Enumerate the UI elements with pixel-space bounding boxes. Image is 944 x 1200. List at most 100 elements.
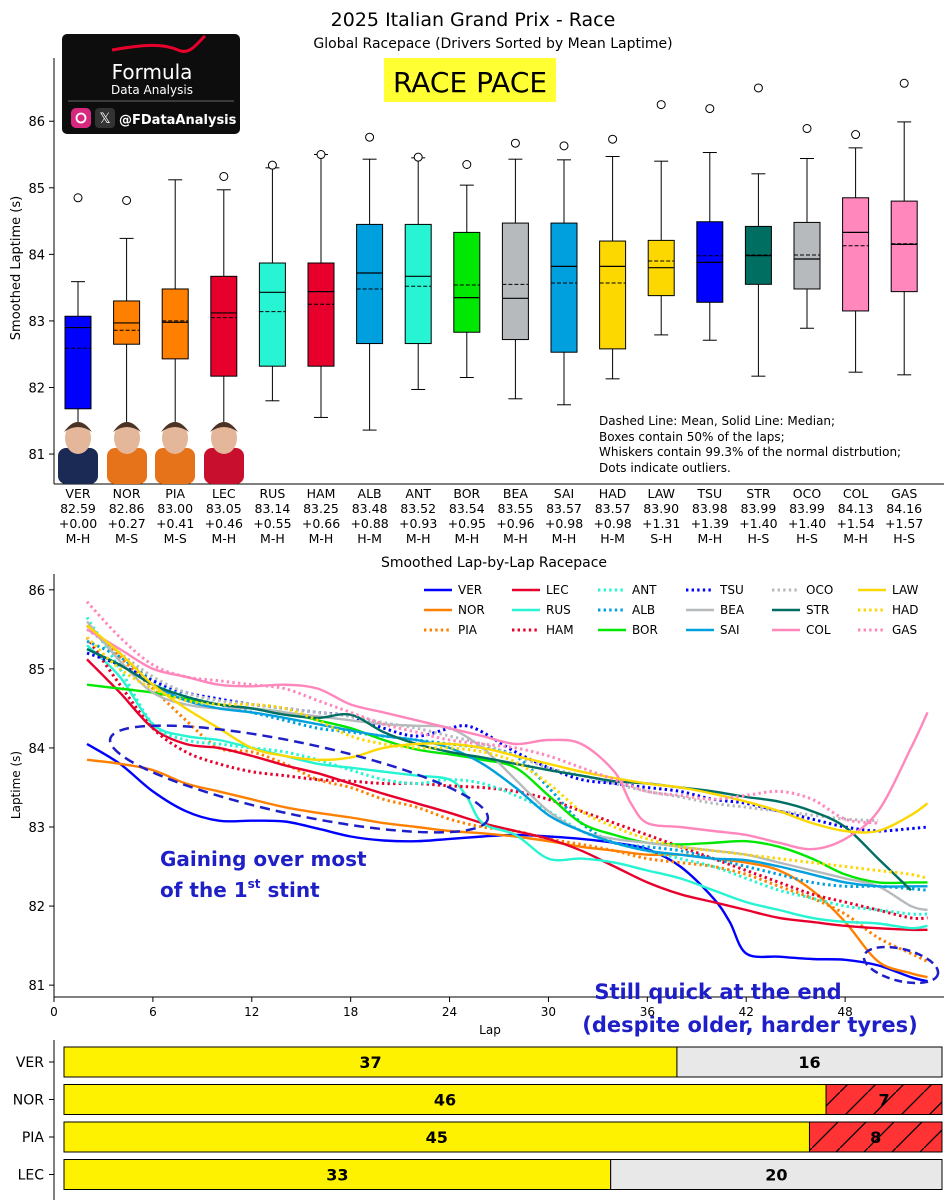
- race-pace-badge-bg: [384, 58, 556, 102]
- box-outlier: [267, 160, 277, 170]
- note-line-3: Whiskers contain 99.3% of the normal dis…: [599, 445, 901, 459]
- series-line-nor: [86, 758, 928, 979]
- driver-label-code: BEA: [503, 486, 528, 501]
- stint-bar-hard: [676, 1046, 943, 1078]
- stint-laps-label: 37: [359, 1053, 381, 1072]
- driver-label-mean: 83.98: [692, 501, 728, 516]
- driver-label-gap: +1.40: [739, 516, 777, 531]
- portrait-body: [107, 448, 147, 484]
- annotation-ellipse-end: [862, 945, 940, 985]
- line-x-tick-label: 0: [50, 1005, 58, 1019]
- driver-label-gap: +0.88: [350, 516, 388, 531]
- box-nor: [113, 195, 141, 440]
- legend-label-bor: BOR: [632, 623, 658, 637]
- stint-laps-label: 7: [878, 1091, 889, 1110]
- race-pace-badge: RACE PACE: [393, 66, 547, 99]
- series-line-sai: [86, 648, 928, 888]
- stint-row-pia: PIA 45 8: [22, 1121, 943, 1153]
- driver-label-code: COL: [843, 486, 869, 501]
- portrait-hair: [161, 422, 189, 432]
- portrait-face: [114, 422, 140, 454]
- line-x-tick-label: 42: [739, 1005, 754, 1019]
- logo-line1: Formula: [112, 60, 193, 84]
- driver-label-code: ANT: [405, 486, 431, 501]
- driver-label-mean: 82.59: [60, 501, 96, 516]
- legend-label-ham: HAM: [546, 623, 574, 637]
- line-x-tick-label: 30: [541, 1005, 556, 1019]
- stint-laps-label: 33: [326, 1166, 348, 1185]
- driver-label-code: VER: [65, 486, 90, 501]
- line-chart-y-label: Laptime (s): [9, 751, 23, 819]
- annotation-first-stint-line2: of the 1st stint: [160, 877, 320, 902]
- annotation-first-stint-sup: st: [248, 877, 261, 891]
- x-icon: [95, 108, 115, 128]
- driver-label-gap: +0.98: [545, 516, 583, 531]
- line-x-tick-label: 18: [343, 1005, 358, 1019]
- annotation-end-line1: Still quick at the end: [594, 980, 841, 1004]
- series-line-rus: [86, 644, 928, 930]
- driver-label-tyres: M-H: [454, 531, 479, 546]
- driver-label-code: TSU: [696, 486, 722, 501]
- driver-label-tyres: M-H: [697, 531, 722, 546]
- driver-label-tyres: M-S: [115, 531, 138, 546]
- instagram-icon: [71, 108, 91, 128]
- driver-label-mean: 83.57: [546, 501, 582, 516]
- series-line-ant: [85, 616, 928, 916]
- box-gas: [890, 78, 918, 376]
- driver-label-mean: 82.86: [109, 501, 145, 516]
- portrait-body: [204, 448, 244, 484]
- box-bor: [453, 160, 481, 378]
- box-outlier: [753, 83, 763, 93]
- boxplot-legend-note: Dashed Line: Mean, Solid Line: Median; B…: [599, 414, 901, 475]
- driver-label-gap: +0.00: [59, 516, 97, 531]
- stint-driver-label: PIA: [22, 1130, 45, 1146]
- box-iqr: [453, 231, 481, 333]
- driver-label-gap: +1.39: [691, 516, 729, 531]
- driver-label-mean: 83.90: [643, 501, 679, 516]
- series-line-col: [86, 628, 929, 851]
- note-line-4: Dots indicate outliers.: [599, 461, 731, 475]
- legend-label-tsu: TSU: [719, 583, 744, 597]
- line-y-tick-label: 81: [28, 979, 45, 994]
- legend-label-nor: NOR: [458, 603, 485, 617]
- box-outlier: [413, 152, 423, 162]
- box-alb: [356, 132, 384, 431]
- driver-label-gap: +1.54: [836, 516, 874, 531]
- driver-label-code: LEC: [212, 486, 236, 501]
- legend-label-ant: ANT: [632, 583, 657, 597]
- line-y-tick-label: 84: [28, 742, 45, 757]
- driver-label-tyres: H-S: [747, 531, 769, 546]
- stint-row-ver: VER 37 16: [16, 1046, 943, 1078]
- portrait-face: [65, 422, 91, 454]
- boxplot-y-tick-label: 85: [28, 182, 45, 197]
- driver-label-tyres: M-H: [66, 531, 91, 546]
- driver-label-tyres: H-M: [600, 531, 625, 546]
- box-outlier: [705, 104, 715, 114]
- driver-label-mean: 83.99: [789, 501, 825, 516]
- series-line-oco: [86, 628, 879, 823]
- box-col: [842, 130, 870, 373]
- legend-label-lec: LEC: [546, 583, 569, 597]
- boxplot-driver-labels: VER82.59+0.00M-HNOR82.86+0.27M-SPIA83.00…: [59, 486, 924, 546]
- annotation-first-stint-part-a: of the 1: [160, 878, 248, 902]
- driver-label-tyres: M-S: [164, 531, 187, 546]
- stint-bar-soft: [808, 1121, 943, 1153]
- legend-label-str: STR: [806, 603, 829, 617]
- stint-driver-label: LEC: [18, 1168, 45, 1184]
- stint-bar-medium: [63, 1159, 612, 1190]
- box-outlier: [219, 171, 229, 181]
- box-outlier: [851, 130, 861, 140]
- series-line-law: [86, 624, 929, 834]
- driver-label-code: STR: [746, 486, 771, 501]
- note-line-2: Boxes contain 50% of the laps;: [599, 430, 785, 444]
- line-chart-legend: VER NOR PIA LEC RUS HAM ANT ALB BOR TSU BEA SAI OCO S…: [424, 583, 919, 637]
- box-iqr: [258, 262, 286, 367]
- line-chart-title: Smoothed Lap-by-Lap Racepace: [381, 555, 607, 571]
- driver-label-gap: +1.40: [788, 516, 826, 531]
- driver-label-gap: +0.41: [156, 516, 194, 531]
- driver-portrait-2: [155, 422, 195, 484]
- portrait-face: [211, 422, 237, 454]
- box-oco: [793, 124, 821, 329]
- box-outlier: [365, 132, 375, 142]
- box-outlier: [656, 100, 666, 110]
